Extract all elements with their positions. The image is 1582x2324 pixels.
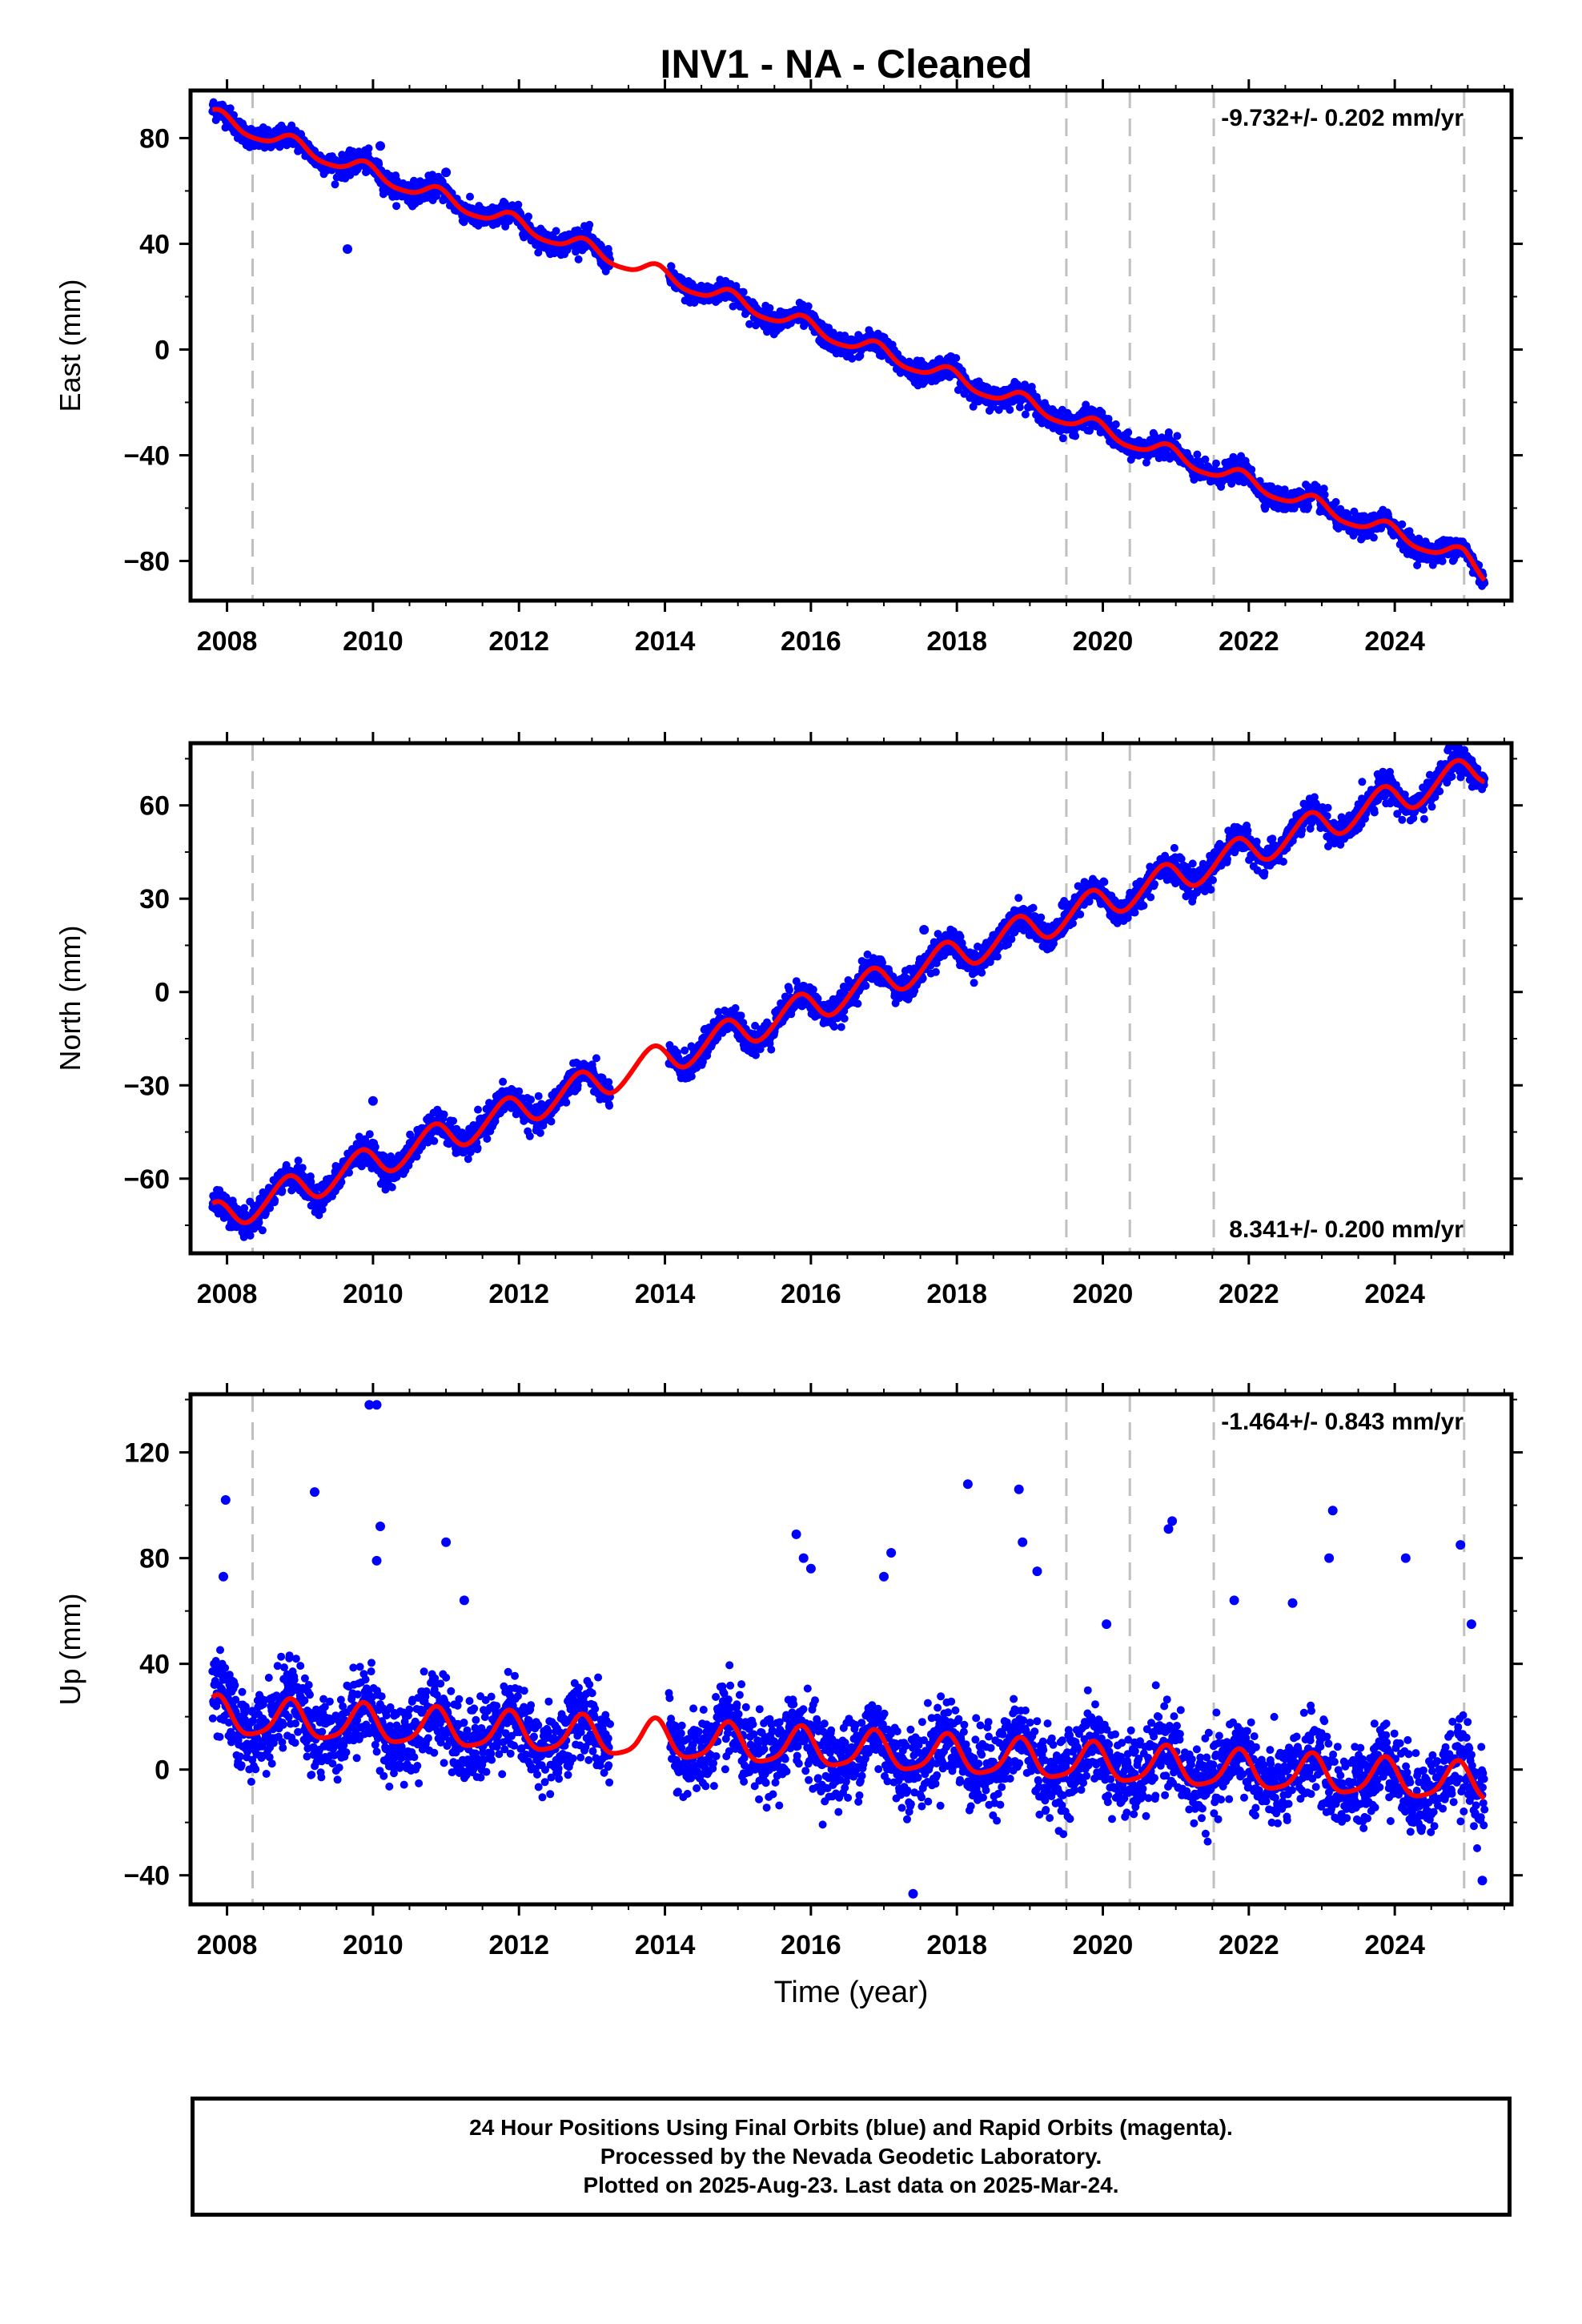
data-point xyxy=(1212,459,1220,468)
data-point xyxy=(952,354,961,363)
data-point xyxy=(240,1204,249,1212)
data-point xyxy=(1369,533,1378,542)
data-point xyxy=(1058,434,1067,443)
data-point xyxy=(1304,502,1313,511)
x-tick-label: 2014 xyxy=(635,626,696,657)
data-point xyxy=(1021,410,1030,419)
data-point xyxy=(287,121,296,130)
y-tick-label: 40 xyxy=(139,229,170,259)
data-point xyxy=(739,287,748,296)
data-point xyxy=(552,227,560,235)
data-point xyxy=(969,402,978,411)
figure-title: INV1 - NA - Cleaned xyxy=(661,42,1033,86)
data-point xyxy=(848,354,857,363)
data-point xyxy=(375,160,383,169)
data-point xyxy=(246,1231,255,1240)
x-tick-label: 2008 xyxy=(197,626,258,657)
x-tick-label: 2022 xyxy=(1219,626,1279,657)
x-tick-label: 2010 xyxy=(343,626,404,657)
data-point xyxy=(667,262,676,271)
y-tick-label: 80 xyxy=(139,123,170,154)
data-point xyxy=(527,1096,536,1104)
y-axis-label: East (mm) xyxy=(54,279,86,412)
data-point xyxy=(681,1046,689,1055)
data-point xyxy=(440,1110,448,1119)
data-point xyxy=(994,405,1003,414)
data-point xyxy=(294,1156,303,1165)
data-point xyxy=(255,1218,263,1227)
data-point xyxy=(464,1155,472,1164)
data-point xyxy=(804,302,813,311)
velocity-label: -9.732+/- 0.202 mm/yr xyxy=(1221,105,1464,131)
data-point xyxy=(1173,432,1182,440)
data-point xyxy=(514,200,523,209)
data-point xyxy=(278,1186,287,1195)
y-tick-label: 0 xyxy=(155,335,170,365)
outlier-point xyxy=(441,167,452,178)
data-point xyxy=(515,1087,524,1096)
x-tick-label: 2020 xyxy=(1073,626,1134,657)
data-point xyxy=(592,1054,600,1063)
data-point xyxy=(364,144,373,153)
x-tick-label: 2016 xyxy=(781,626,841,657)
data-point xyxy=(536,1128,544,1137)
data-point xyxy=(534,1092,543,1100)
data-point xyxy=(731,1003,740,1012)
data-point xyxy=(562,1098,571,1107)
data-point xyxy=(585,220,594,229)
y-tick-label: −40 xyxy=(123,440,170,471)
data-point xyxy=(574,255,583,263)
data-point xyxy=(1111,420,1120,428)
data-point xyxy=(226,104,235,113)
data-point xyxy=(430,1136,439,1145)
x-tick-label: 2024 xyxy=(1364,626,1425,657)
data-point xyxy=(1124,428,1133,436)
data-point xyxy=(365,1130,374,1139)
data-point xyxy=(1331,497,1340,506)
data-point xyxy=(547,1117,556,1126)
data-point xyxy=(466,192,474,201)
data-point xyxy=(765,304,774,312)
data-point xyxy=(474,1105,482,1114)
data-point xyxy=(371,1143,379,1152)
y-tick-label: −80 xyxy=(123,546,170,577)
data-point xyxy=(729,302,737,311)
data-point xyxy=(737,1011,745,1020)
data-point xyxy=(687,1072,696,1081)
panel-east: −80 −40 0 40 80 2008 2010 2012 2014 2016 2018 2020 2… xyxy=(54,79,1523,657)
data-point xyxy=(954,386,962,394)
outlier-point xyxy=(343,244,352,254)
outlier-point xyxy=(375,141,385,151)
data-point xyxy=(524,212,532,221)
data-point xyxy=(1015,403,1024,412)
x-tick-label: 2018 xyxy=(926,626,987,657)
data-point xyxy=(525,1132,534,1140)
data-point xyxy=(473,1144,482,1152)
data-point xyxy=(449,1116,457,1125)
data-point xyxy=(499,1077,508,1086)
data-point xyxy=(483,1135,492,1143)
data-point xyxy=(1006,405,1014,414)
x-tick-label: 2012 xyxy=(488,626,549,657)
data-point xyxy=(298,1164,307,1172)
data-point xyxy=(1071,432,1080,440)
data-point xyxy=(605,1101,614,1110)
data-point xyxy=(745,320,754,328)
data-point xyxy=(258,1226,267,1235)
data-point xyxy=(1193,450,1202,459)
data-point xyxy=(331,180,339,189)
data-point xyxy=(392,202,401,211)
data-point xyxy=(1398,520,1407,529)
data-point xyxy=(387,1183,396,1192)
